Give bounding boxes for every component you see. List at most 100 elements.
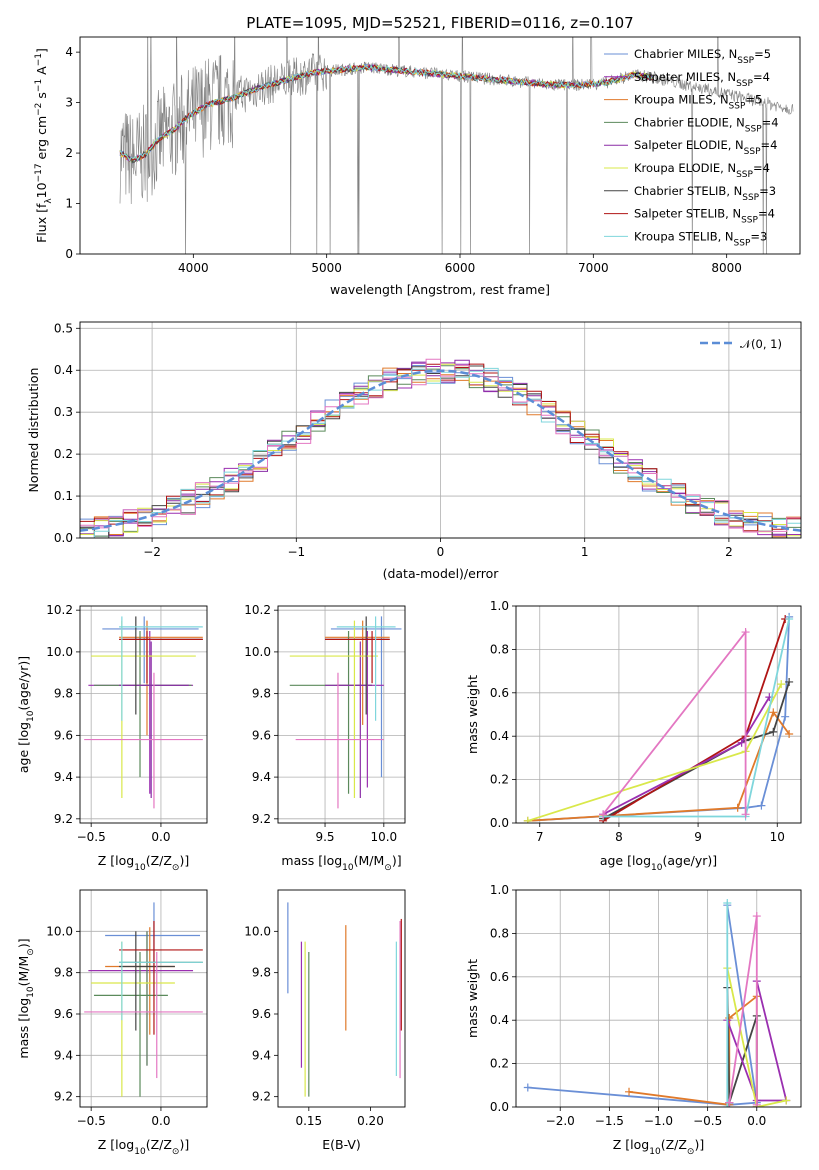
weight-point-marker bbox=[777, 680, 786, 689]
legend-entry-label-part: SSP bbox=[737, 56, 754, 66]
legend-entry-label-part: =4 bbox=[761, 138, 778, 152]
x-axis-label-part: (M/M bbox=[354, 853, 385, 868]
chart-spectrum: 4000 5000 6000 7000 8000 0 1 2 3 4 Chabrier MILES,… bbox=[34, 36, 801, 297]
weight-series-line bbox=[527, 710, 790, 822]
plot-area: 4000 5000 6000 7000 8000 0 1 2 3 4 Chabrier MILES,… bbox=[16, 36, 802, 1157]
legend-entry-label-part: Chabrier MILES, N bbox=[634, 47, 737, 61]
y-axis-label-part: 10 bbox=[26, 710, 36, 722]
legend-entry-label-part: =5 bbox=[745, 93, 762, 107]
y-tick-label: 0.8 bbox=[490, 642, 509, 656]
residual-histogram bbox=[80, 358, 801, 533]
y-axis-label-group: mass [log10(M/M⊙)] bbox=[16, 938, 36, 1058]
axes-frame bbox=[79, 321, 802, 539]
weight-point-marker bbox=[769, 708, 778, 717]
x-axis-label-part: (Z/Z bbox=[146, 1137, 172, 1152]
weight-point-marker bbox=[737, 738, 746, 747]
y-tick-label: 1.0 bbox=[490, 599, 509, 613]
legend-entry-label-part: SSP bbox=[736, 170, 753, 180]
legend-entry-label-part: =4 bbox=[753, 70, 770, 84]
x-tick-label: 0.0 bbox=[747, 1114, 766, 1128]
y-tick-label: 0.0 bbox=[54, 531, 73, 545]
weight-series-line bbox=[726, 967, 787, 1107]
legend-entry-label-part: SSP bbox=[729, 102, 746, 112]
x-axis-label-part: Z [log bbox=[98, 1137, 134, 1152]
y-tick-label: 3 bbox=[65, 96, 73, 110]
x-axis-label-part: 10 bbox=[134, 863, 146, 873]
weight-series-line bbox=[602, 696, 771, 816]
chart-residuals: −2 −1 0 1 2 0.0 0.1 0.2 0.3 0.4 0.5 𝒩(0, 1) (data-mo… bbox=[26, 321, 802, 581]
y-tick-label: 0.4 bbox=[490, 1013, 509, 1027]
legend-entry-label-part: Kroupa STELIB, N bbox=[634, 229, 734, 243]
x-tick-label: 8000 bbox=[711, 261, 742, 275]
plot-marks bbox=[84, 616, 203, 809]
x-tick-label: 4000 bbox=[178, 261, 209, 275]
x-tick-label: 2 bbox=[725, 545, 733, 559]
y-axis-label-part: A bbox=[34, 66, 49, 79]
model-spectrum-line bbox=[119, 64, 654, 163]
weight-point-marker bbox=[782, 1096, 791, 1105]
x-axis-label-part: 10 bbox=[342, 863, 354, 873]
x-tick-label: 9 bbox=[694, 830, 702, 844]
y-axis-label-part: (age/yr)] bbox=[16, 656, 31, 711]
legend-entry-label-part: (0, 1) bbox=[751, 337, 782, 351]
y-tick-label: 10.2 bbox=[244, 603, 271, 617]
y-tick-label: 0.4 bbox=[54, 363, 73, 377]
y-axis-label-part: ] bbox=[34, 48, 49, 53]
y-tick-label: 0.2 bbox=[490, 1057, 509, 1071]
legend-entry-label-part: Kroupa ELODIE, N bbox=[634, 161, 736, 175]
weight-point-marker bbox=[741, 810, 750, 819]
legend-entry-label-part: =3 bbox=[750, 229, 767, 243]
y-tick-label: 9.8 bbox=[252, 966, 271, 980]
x-tick-label: 0.0 bbox=[151, 830, 170, 844]
legend-entry-label: 𝒩(0, 1) bbox=[740, 337, 782, 351]
x-axis-label-part: ⊙ bbox=[172, 863, 180, 873]
y-axis-label-part: λ bbox=[44, 198, 54, 204]
y-axis-label-part: −1 bbox=[34, 53, 44, 66]
y-tick-label: 9.8 bbox=[252, 687, 271, 701]
weight-point-marker bbox=[599, 810, 608, 819]
y-tick-label: 9.6 bbox=[54, 1007, 73, 1021]
y-tick-label: 9.8 bbox=[54, 966, 73, 980]
x-axis-label-part: )] bbox=[392, 853, 402, 868]
legend-entry-label-part: Kroupa MILES, N bbox=[634, 93, 729, 107]
y-axis-label-part: −17 bbox=[34, 163, 44, 182]
y-tick-label: 9.4 bbox=[54, 770, 73, 784]
legend-entry-label-part: Salpeter STELIB, N bbox=[634, 207, 741, 221]
y-tick-label: 0.0 bbox=[490, 816, 509, 830]
weight-point-marker bbox=[625, 1087, 634, 1096]
x-axis-label-part: ⊙ bbox=[384, 863, 392, 873]
y-tick-label: 0.4 bbox=[490, 729, 509, 743]
x-tick-label: −1.5 bbox=[595, 1114, 624, 1128]
weight-point-marker bbox=[757, 801, 766, 810]
legend-entry-label: Salpeter STELIB, NSSP=4 bbox=[634, 207, 775, 226]
x-axis-label-part: 10 bbox=[649, 1147, 661, 1157]
weight-point-marker bbox=[523, 816, 532, 823]
x-tick-label: 7000 bbox=[578, 261, 609, 275]
y-axis-label-part: erg cm bbox=[34, 116, 49, 164]
y-tick-label: 0.8 bbox=[490, 926, 509, 940]
legend-entry-label: Chabrier ELODIE, NSSP=4 bbox=[634, 115, 779, 134]
x-tick-label: −0.5 bbox=[77, 1114, 106, 1128]
y-tick-label: 0 bbox=[65, 247, 73, 261]
x-axis-label: Z [log10(Z/Z⊙)] bbox=[98, 853, 189, 873]
y-tick-label: 2 bbox=[65, 146, 73, 160]
y-tick-label: 0.5 bbox=[54, 321, 73, 335]
x-axis-label-part: )] bbox=[694, 1137, 704, 1152]
weight-point-marker bbox=[523, 1083, 532, 1092]
legend-entry-label: Salpeter MILES, NSSP=4 bbox=[634, 70, 770, 89]
chart-age-vs-Z: −0.5 0.09.29.49.69.810.010.2Z [log10(Z/Z⊙… bbox=[16, 603, 208, 873]
legend-entry-label: Chabrier MILES, NSSP=5 bbox=[634, 47, 771, 66]
x-tick-label: 0.20 bbox=[357, 1114, 384, 1128]
x-tick-label: 7 bbox=[536, 830, 544, 844]
legend-entry-label-part: Chabrier ELODIE, N bbox=[634, 115, 745, 129]
y-tick-label: 9.2 bbox=[252, 812, 271, 826]
chart-age-vs-mass: 9.5 10.0 9.2 9.4 9.6 9.8 10.0 10.2 mass [log10(M… bbox=[244, 603, 406, 873]
weight-point-marker bbox=[741, 628, 750, 637]
weight-point-marker bbox=[723, 1103, 732, 1107]
legend-entry-label-part: 𝒩 bbox=[740, 337, 754, 351]
weight-point-marker bbox=[752, 912, 761, 921]
x-axis-label: Z [log10(Z/Z⊙)] bbox=[613, 1137, 704, 1157]
x-tick-label: 0 bbox=[437, 545, 445, 559]
x-tick-label: −1.0 bbox=[644, 1114, 673, 1128]
chart-mass-vs-Z: −0.5 0.09.29.49.69.810.0Z [log10(Z/Z⊙)]ma… bbox=[16, 889, 208, 1157]
